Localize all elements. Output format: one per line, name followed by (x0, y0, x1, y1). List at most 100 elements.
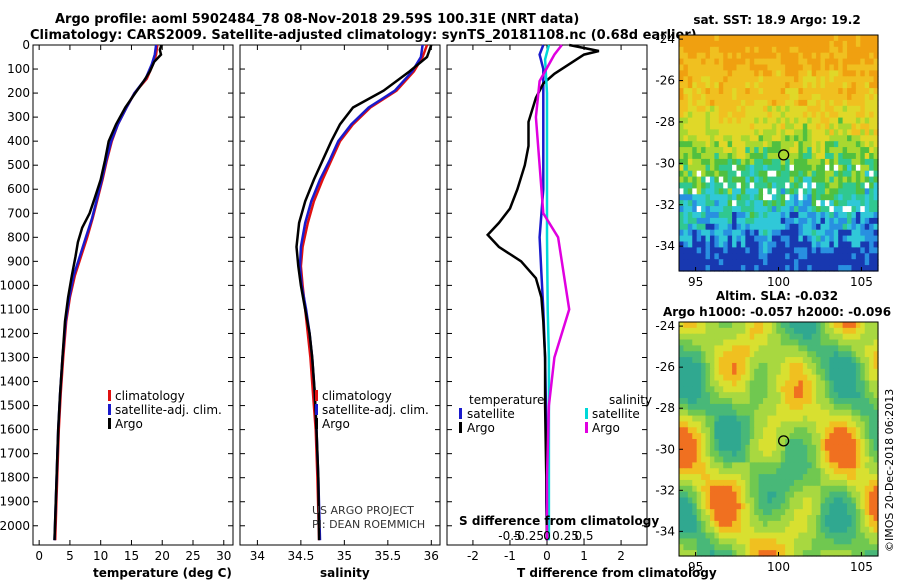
map-cell (838, 474, 844, 481)
series-argo (53, 44, 163, 541)
map-cell (749, 52, 755, 60)
map-cell (683, 386, 689, 393)
map-cell (824, 88, 830, 95)
map-cell (789, 164, 795, 172)
map-cell (701, 503, 707, 510)
map-cell (820, 88, 826, 95)
map-cell (842, 212, 848, 219)
map-cell (869, 247, 875, 254)
map-cell (851, 123, 857, 130)
map-cell (687, 398, 693, 405)
map-cell (763, 64, 769, 71)
map-cell (811, 520, 817, 528)
map-cell (754, 135, 760, 142)
map-cell (838, 520, 844, 528)
map-cell (811, 357, 817, 364)
map-cell (829, 427, 835, 434)
map-cell (811, 176, 817, 184)
map-cell (789, 433, 795, 440)
map-cell (798, 147, 804, 154)
map-cell (705, 135, 711, 142)
map-cell (692, 526, 698, 534)
map-cell (736, 333, 742, 341)
map-cell (847, 503, 853, 510)
map-cell (723, 398, 729, 405)
map-cell (829, 147, 835, 154)
map-cell (771, 439, 777, 446)
map-cell (718, 217, 724, 225)
map-cell (873, 468, 879, 475)
map-cell (829, 247, 835, 254)
map-cell (749, 351, 755, 358)
map-cell (780, 362, 786, 370)
map-cell (763, 253, 769, 260)
map-cell (824, 217, 830, 225)
map-cell (771, 380, 777, 387)
salinity-panel: 34 34.5 35 35.5 36salinityclimatologysatelli… (239, 44, 441, 580)
map-cell (833, 117, 839, 125)
map-cell (754, 439, 760, 446)
map-cell (820, 327, 826, 335)
map-cell (709, 94, 715, 101)
map-cell (745, 538, 751, 545)
map-cell (842, 526, 848, 534)
map-cell (864, 398, 870, 405)
map-cell (811, 135, 817, 142)
map-cell (736, 200, 742, 207)
map-cell (851, 105, 857, 113)
map-cell (798, 206, 804, 213)
map-cell (749, 415, 755, 423)
map-cell (727, 368, 733, 376)
map-cell (864, 322, 870, 329)
map-cell (842, 374, 848, 382)
map-cell (824, 351, 830, 358)
map-cell (714, 194, 720, 201)
map-cell (851, 339, 857, 346)
map-cell (869, 444, 875, 452)
map-cell (873, 40, 879, 48)
map-cell (847, 515, 853, 522)
map-cell (776, 468, 782, 475)
map-cell (723, 374, 729, 382)
map-cell (829, 439, 835, 446)
map-cell (798, 170, 804, 178)
map-cell (820, 403, 826, 411)
map-cell (869, 327, 875, 335)
map-cell (785, 223, 791, 231)
map-cell (829, 64, 835, 71)
map-cell (833, 386, 839, 393)
map-cell (763, 265, 769, 272)
map-cell (749, 182, 755, 189)
map-cell (816, 386, 822, 393)
map-cell (793, 241, 799, 248)
map-cell (736, 339, 742, 346)
map-cell (696, 200, 702, 207)
map-cell (873, 105, 879, 113)
map-cell (793, 76, 799, 83)
map-cell (732, 52, 738, 60)
map-cell (847, 509, 853, 516)
map-cell (820, 70, 826, 77)
map-cell (833, 46, 839, 54)
map-cell (873, 241, 879, 248)
map-cell (833, 544, 839, 551)
map-cell (687, 439, 693, 446)
map-cell (758, 509, 764, 516)
map-cell (696, 362, 702, 370)
map-cell (771, 117, 777, 125)
map-cell (763, 333, 769, 341)
map-cell (758, 58, 764, 66)
map-cell (745, 111, 751, 119)
map-cell (758, 235, 764, 243)
x-tick-label: 34.5 (288, 549, 315, 563)
map-cell (824, 64, 830, 71)
map-cell (736, 351, 742, 358)
map-cell (754, 235, 760, 243)
map-cell (851, 40, 857, 48)
map-cell (864, 158, 870, 166)
map-cell (705, 456, 711, 463)
map-cell (847, 398, 853, 405)
map-cell (816, 99, 822, 107)
map-cell (864, 153, 870, 160)
map-cell (736, 509, 742, 516)
